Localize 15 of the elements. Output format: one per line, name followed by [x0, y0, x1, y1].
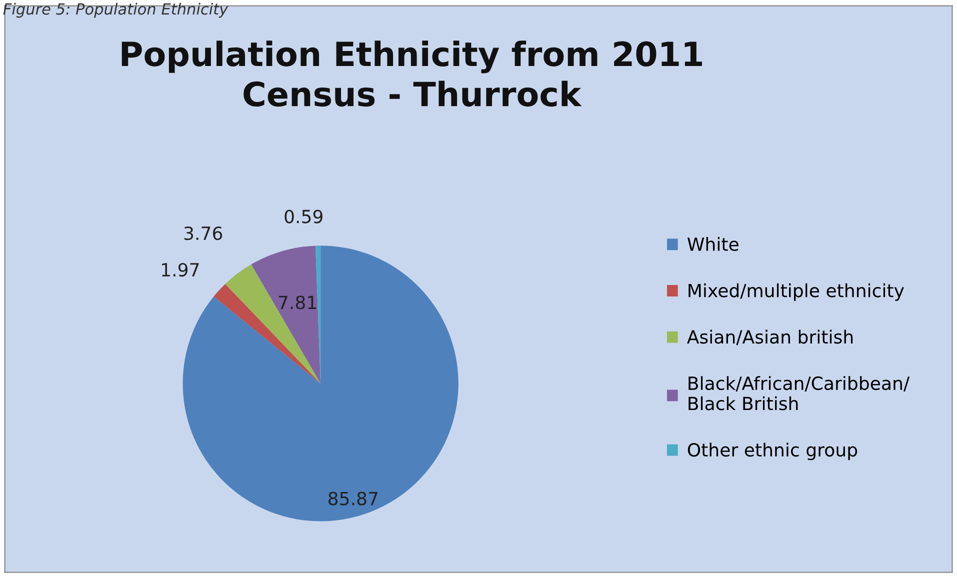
data-label: 0.59: [284, 210, 322, 224]
data-label: 3.76: [184, 226, 222, 240]
data-label: 1.97: [162, 262, 199, 277]
legend-label: White: [687, 237, 738, 252]
pie-slice: [214, 284, 321, 384]
legend-label: Black/African/Caribbean/ Black British: [688, 376, 910, 410]
data-label: 85.87: [328, 492, 378, 506]
pie-slice: [225, 264, 321, 384]
chart-title: Population Ethnicity from 2011 Census - Thurrock: [122, 40, 702, 107]
pie-slice: [251, 246, 321, 384]
caption: Figure 5: Population Ethnicity: [3, 2, 228, 18]
data-label: 7.81: [278, 296, 316, 310]
legend-label: Mixed/multiple ethnicity: [688, 283, 904, 301]
legend-label: Other ethnic group: [688, 442, 858, 460]
legend-label: Asian/Asian british: [687, 330, 853, 346]
